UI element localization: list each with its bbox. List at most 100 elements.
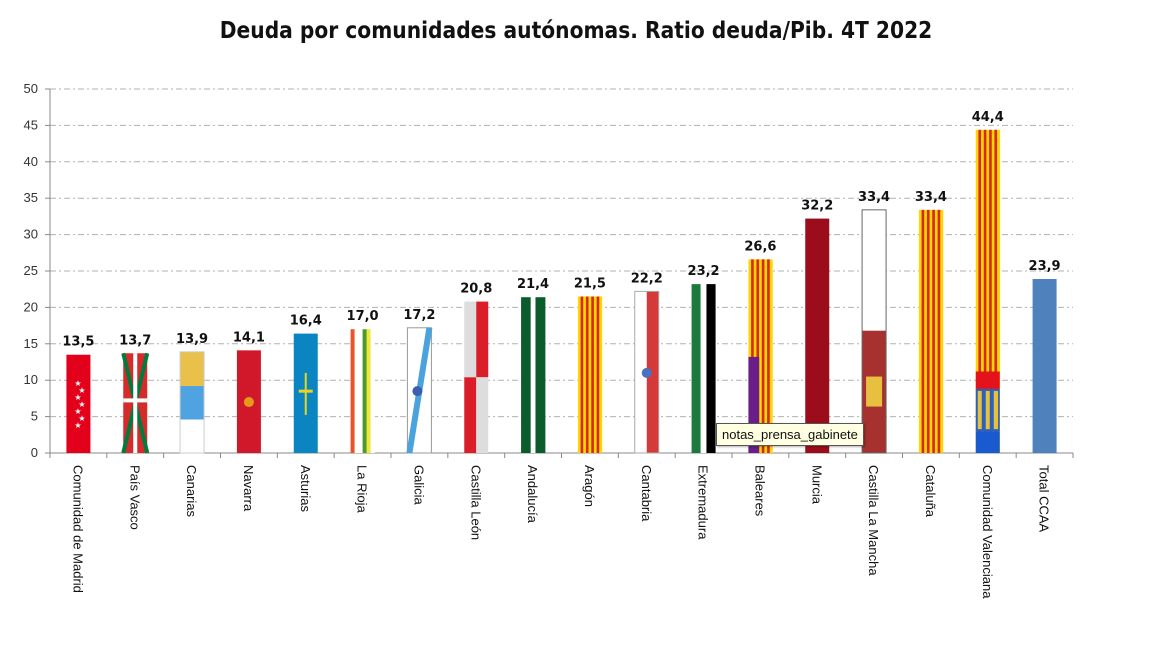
bar-outline [634,290,660,454]
bar-segment [989,129,993,453]
bar-segment [530,297,536,453]
category-label: Extremadura [696,465,711,540]
bar-segment [354,329,359,453]
bar-segment [591,296,595,453]
bar-segment [929,209,933,453]
star-icon: ★ [74,407,81,416]
bar-segment [123,398,148,403]
category-label: País Vasco [127,465,142,530]
bar-segment [350,329,355,453]
bar-segment [588,296,592,453]
bar-segment [748,356,760,453]
y-tick-label: 30 [24,227,38,242]
bar [861,209,887,454]
data-label: 21,4 [517,277,549,292]
bar-segment [764,259,768,453]
bar [464,301,489,453]
category-label: Aragón [582,465,597,507]
bar-segment [476,377,489,453]
chart-title: Deuda por comunidades autónomas. Ratio d… [219,18,933,44]
bar-segment [975,371,1000,389]
bar-segment [751,259,755,453]
bar-segment [761,259,765,453]
bar: ★★★★★★★ [66,354,91,453]
bar-segment [767,259,771,453]
bar [179,351,205,454]
bar-segment [756,259,760,453]
data-label: 33,4 [915,190,947,205]
bar-segment [593,296,597,453]
star-icon: ★ [74,393,81,402]
bar-segment [991,129,995,453]
data-label: 33,4 [858,190,890,205]
bar-segment [577,296,581,453]
bar-segment [753,259,757,453]
bar-segment [370,329,375,453]
star-icon: ★ [74,379,81,388]
bar-segment [918,209,922,453]
y-tick-label: 20 [24,299,38,314]
category-label: Cantabria [639,465,654,522]
y-tick-label: 50 [24,81,38,96]
data-label: 14,1 [233,330,265,345]
bar-segment [180,386,205,420]
bar-segment [985,390,991,430]
bar-segment [748,259,752,453]
coat-of-arms-icon [243,397,254,408]
bar-segment [66,354,91,453]
bar-segment [580,296,584,453]
bar-segment [862,209,887,331]
bar [577,296,603,453]
bar [805,218,830,453]
data-label: 16,4 [290,314,322,329]
bar [634,290,660,454]
y-tick-label: 35 [24,190,38,205]
bar-segment [585,296,589,453]
data-label: 13,9 [176,332,208,347]
bar [918,209,944,453]
bar [1032,279,1057,453]
data-label: 17,2 [403,308,435,323]
bar [350,329,375,453]
category-label: Castilla León [468,465,483,540]
bar-segment [769,259,773,453]
y-tick-label: 10 [24,372,38,387]
category-label: Baleares [752,465,767,517]
bar-segment [997,129,1001,453]
category-label: Navarra [241,465,256,512]
category-label: Comunidad de Madrid [70,465,85,593]
bar [406,327,433,454]
bar-segment [805,218,830,453]
bar-segment [464,377,477,453]
y-tick-label: 15 [24,336,38,351]
bar-segment [133,353,138,453]
bar [293,333,318,453]
bar-segment [464,301,477,378]
data-label: 44,4 [972,110,1004,125]
bar-segment [993,390,999,430]
bar-segment [634,291,647,453]
bar-segment [700,284,707,453]
data-label: 26,6 [744,239,776,254]
category-label: Canarias [184,465,199,518]
category-label: Andalucía [525,465,540,524]
bar-outline [861,209,887,454]
bar-segment [358,329,363,453]
bar [121,352,150,454]
data-label: 22,2 [631,271,663,286]
category-label: Cataluña [923,465,938,518]
bar-segment [706,284,716,453]
bar-segment [298,389,313,393]
y-tick-label: 25 [24,263,38,278]
bar-segment [646,291,659,453]
bar [521,297,546,453]
bar-segment [596,296,600,453]
data-label: 17,0 [347,309,379,324]
category-label: Galicia [411,465,426,506]
bar-segment [937,209,941,453]
bar-segment [366,329,371,453]
bar-segment [975,129,979,453]
bar-segment [924,209,928,453]
bar-segment [691,284,701,453]
